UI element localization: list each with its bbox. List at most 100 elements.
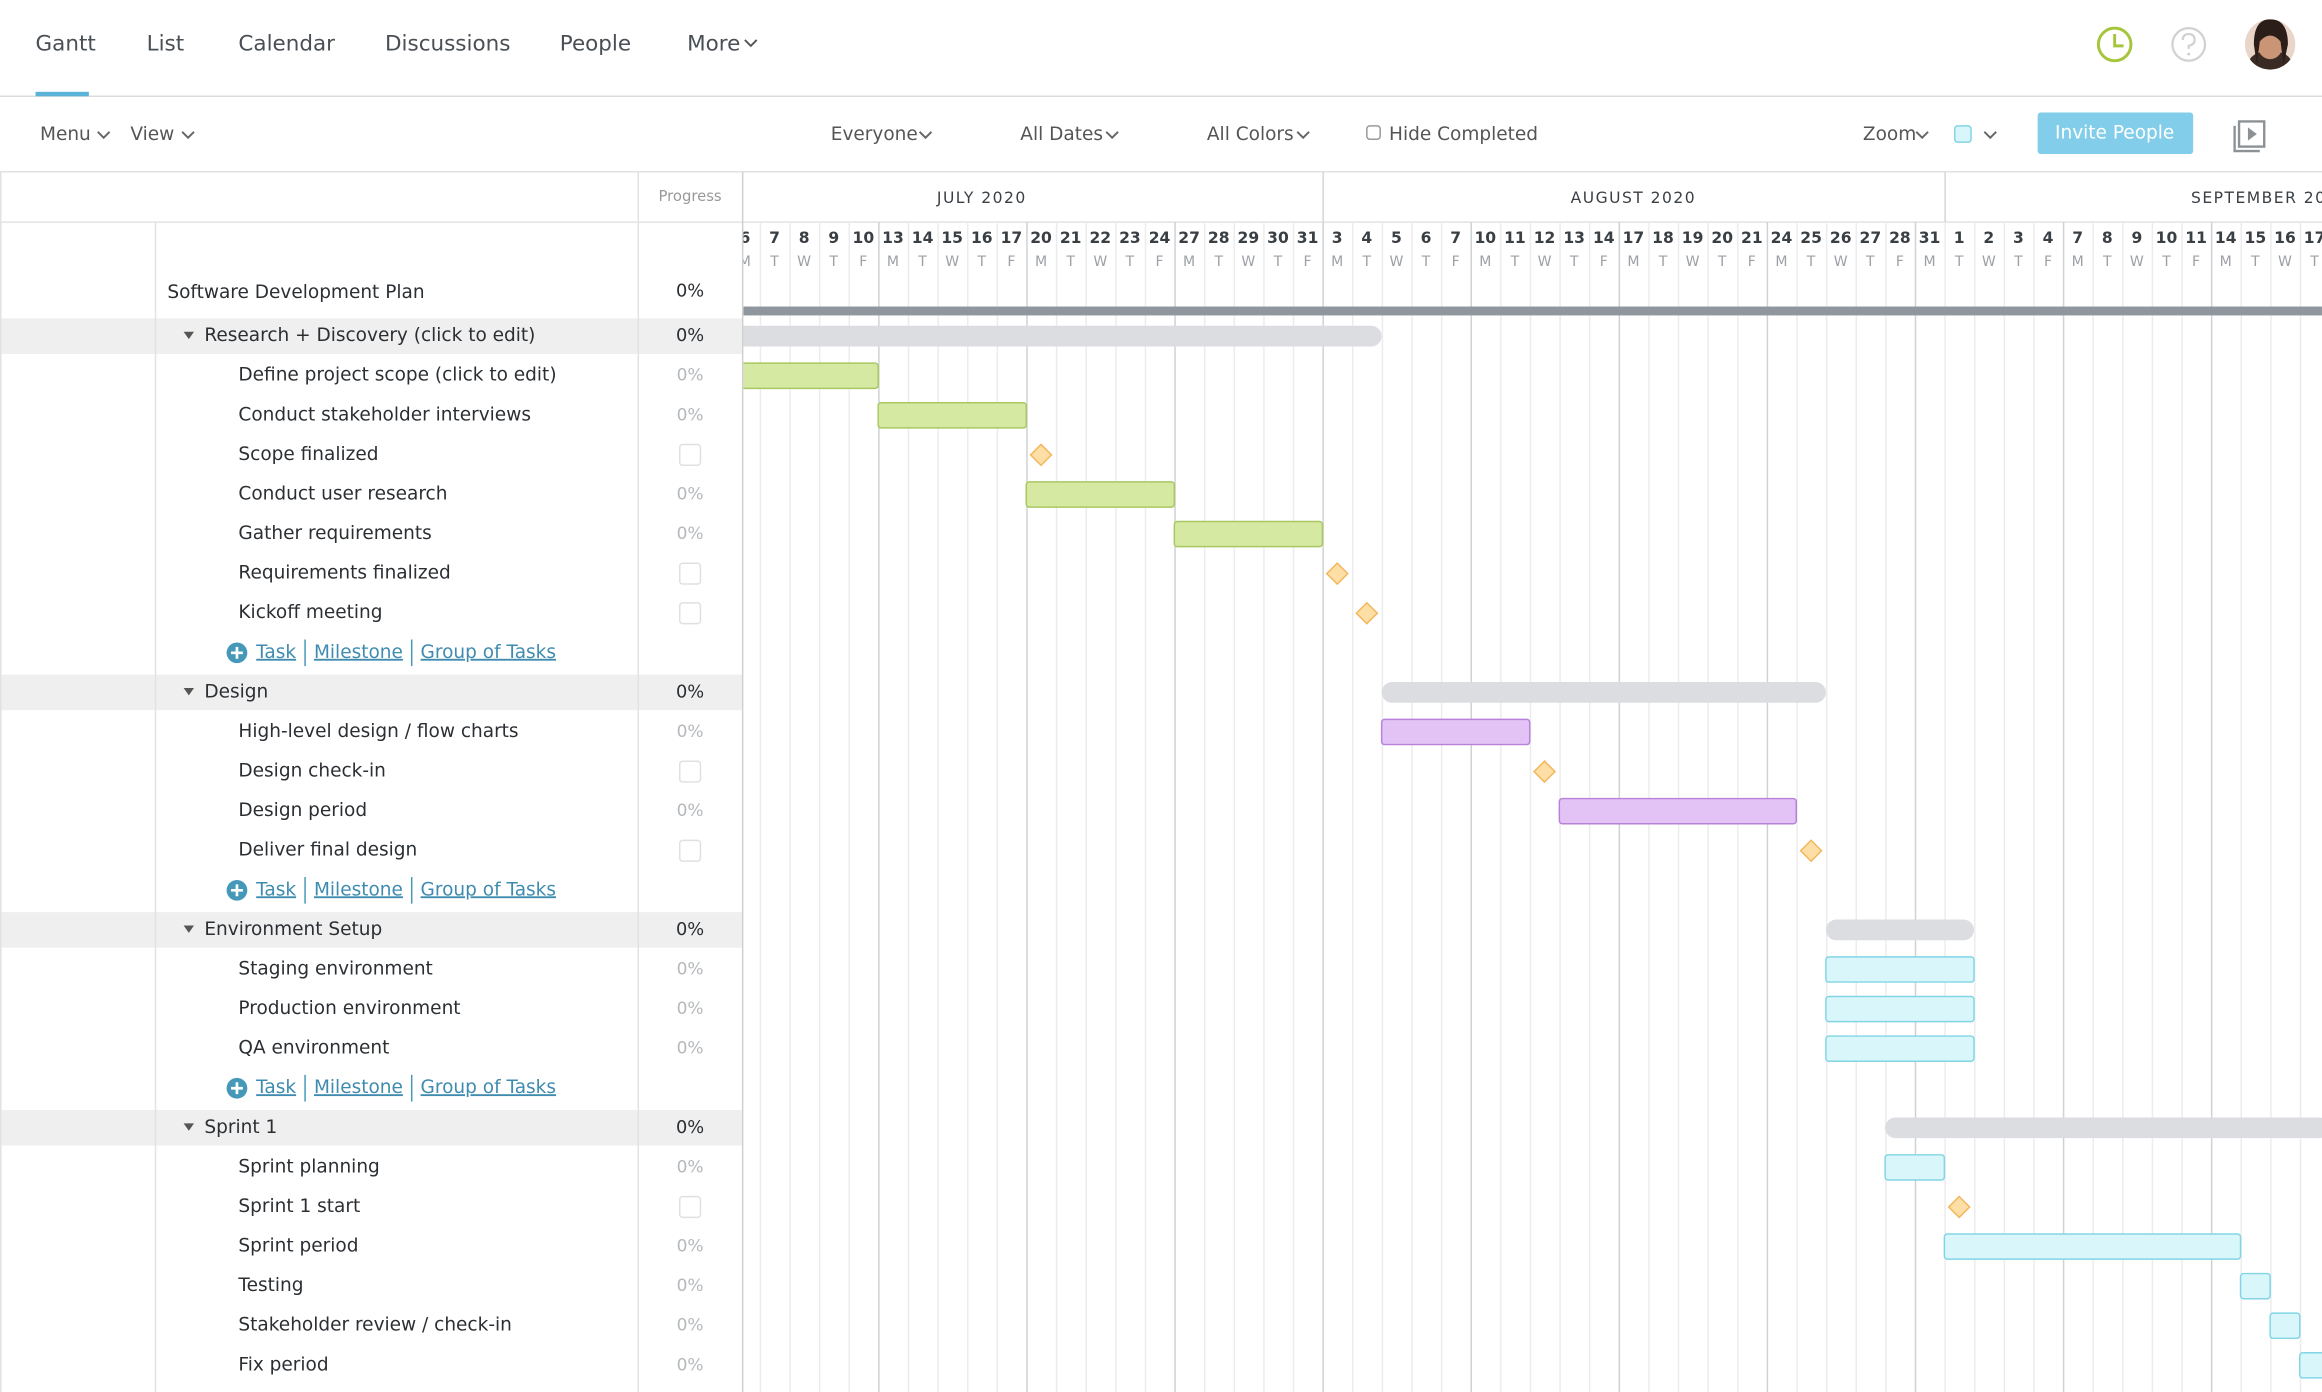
day-number: 17	[1623, 229, 1645, 247]
weekday: M	[1183, 254, 1195, 270]
task-name[interactable]: Conduct user research	[238, 483, 447, 504]
day-number: 6	[739, 229, 750, 247]
weekday: T	[1421, 254, 1431, 270]
task-name[interactable]: Design period	[238, 800, 367, 821]
day-number: 7	[769, 229, 780, 247]
task-name[interactable]: Production environment	[238, 998, 460, 1019]
milestone-checkbox[interactable]	[678, 602, 702, 625]
invite-label[interactable]: Invite People	[2055, 122, 2174, 143]
nav-tab[interactable]: Calendar	[238, 31, 335, 56]
milestone-name[interactable]: Kickoff meeting	[238, 602, 382, 623]
weekday: T	[1569, 254, 1579, 270]
nav-tab[interactable]: People	[560, 31, 631, 56]
milestone-checkbox[interactable]	[678, 443, 702, 467]
group-bar	[1885, 1117, 2322, 1139]
weekday: T	[1954, 254, 1964, 270]
nav-tab[interactable]: List	[147, 31, 185, 56]
group-name[interactable]: Design	[204, 681, 268, 702]
milestone-checkbox[interactable]	[678, 1195, 702, 1219]
collapse-toggle[interactable]	[183, 331, 195, 340]
filter-dropdown[interactable]: Everyone	[831, 124, 918, 145]
task-name[interactable]: Gather requirements	[238, 523, 431, 544]
collapse-toggle[interactable]	[183, 687, 195, 696]
task-bar	[2269, 1312, 2301, 1340]
menu-button[interactable]: Menu	[40, 124, 91, 145]
milestone-checkbox[interactable]	[678, 839, 702, 862]
task-name[interactable]: Stakeholder review / check-in	[238, 1315, 511, 1336]
day-number: 7	[1450, 229, 1461, 247]
day-number: 10	[1474, 229, 1496, 247]
milestone-name[interactable]: Design check-in	[238, 761, 385, 782]
task-name[interactable]: Staging environment	[238, 958, 432, 979]
task-name[interactable]: Sprint period	[238, 1236, 358, 1257]
milestone-name[interactable]: Requirements finalized	[238, 563, 450, 584]
task-name[interactable]: Conduct stakeholder interviews	[238, 404, 531, 425]
nav-tab[interactable]: More	[687, 31, 740, 56]
group-progress: 0%	[676, 920, 704, 940]
nav-tab[interactable]: Gantt	[36, 31, 96, 56]
add-task-link[interactable]: Task	[255, 1077, 296, 1098]
task-name[interactable]: High-level design / flow charts	[238, 721, 518, 742]
task-name[interactable]: Testing	[237, 1275, 303, 1296]
view-button[interactable]: View	[130, 124, 174, 145]
weekday: T	[1125, 254, 1135, 270]
milestone	[1533, 760, 1557, 784]
task-progress: 0%	[677, 524, 704, 544]
day-number: 12	[1534, 229, 1556, 247]
invite-button[interactable]	[2037, 112, 2194, 155]
task-name[interactable]: Sprint planning	[238, 1156, 379, 1177]
task-name[interactable]: Fix period	[238, 1354, 328, 1375]
add-task-link[interactable]: Task	[255, 642, 296, 663]
help-icon[interactable]	[2171, 27, 2207, 62]
project-name[interactable]: Software Development Plan	[167, 282, 424, 303]
day-number: 21	[1060, 229, 1082, 247]
collapse-toggle[interactable]	[183, 925, 195, 933]
weekday: M	[2072, 254, 2084, 270]
milestone-name[interactable]: Sprint 1 start	[238, 1196, 360, 1217]
add-group-link[interactable]: Group of Tasks	[421, 879, 556, 900]
day-number: 16	[971, 229, 993, 247]
add-milestone-link[interactable]: Milestone	[314, 642, 403, 663]
day-number: 3	[1332, 229, 1343, 247]
nav-tab[interactable]: Discussions	[385, 31, 510, 56]
avatar[interactable]	[2244, 19, 2296, 80]
add-milestone-link[interactable]: Milestone	[314, 879, 403, 900]
milestone-checkbox[interactable]	[678, 562, 702, 585]
color-swatch[interactable]	[1953, 125, 1972, 143]
milestone	[1325, 562, 1349, 586]
add-group-link[interactable]: Group of Tasks	[421, 642, 556, 663]
collapse-toggle[interactable]	[183, 1123, 195, 1131]
presentation-icon[interactable]	[2233, 120, 2266, 153]
milestone-name[interactable]: Deliver final design	[238, 840, 417, 861]
add-icon-plus	[231, 1082, 243, 1095]
weekday: T	[828, 254, 838, 270]
day-number: 31	[1297, 229, 1319, 247]
hide-completed-label[interactable]: Hide Completed	[1389, 124, 1538, 145]
group-progress: 0%	[676, 1118, 704, 1138]
day-number: 24	[1149, 229, 1171, 247]
hide-completed-checkbox[interactable]	[1366, 125, 1381, 140]
gantt-chart: 6M7T8W9T10F13M14T15W16T17F20M21T22W23T24…	[739, 171, 2322, 1392]
task-name[interactable]: QA environment	[238, 1038, 389, 1059]
add-group-link[interactable]: Group of Tasks	[421, 1077, 556, 1098]
day-number: 9	[828, 229, 839, 247]
task-name[interactable]: Define project scope (click to edit)	[238, 365, 556, 386]
filter-dropdown[interactable]: All Dates	[1020, 124, 1103, 145]
clock-icon[interactable]	[2096, 26, 2133, 63]
chevron	[97, 131, 111, 140]
group-name[interactable]: Sprint 1	[204, 1117, 277, 1138]
weekday: W	[1686, 254, 1700, 270]
filter-dropdown[interactable]: All Colors	[1207, 124, 1294, 145]
weekday: T	[917, 254, 927, 270]
add-task-link[interactable]: Task	[255, 879, 296, 900]
weekday: F	[1600, 254, 1608, 270]
milestone-name[interactable]: Scope finalized	[238, 444, 378, 465]
weekday: F	[859, 254, 867, 270]
zoom-dropdown[interactable]: Zoom	[1863, 124, 1916, 145]
group-name[interactable]: Environment Setup	[204, 919, 382, 940]
group-name[interactable]: Research + Discovery (click to edit)	[204, 325, 535, 346]
group-progress: 0%	[676, 682, 704, 702]
add-milestone-link[interactable]: Milestone	[314, 1077, 403, 1098]
weekday: M	[1627, 254, 1639, 270]
milestone-checkbox[interactable]	[678, 760, 702, 783]
